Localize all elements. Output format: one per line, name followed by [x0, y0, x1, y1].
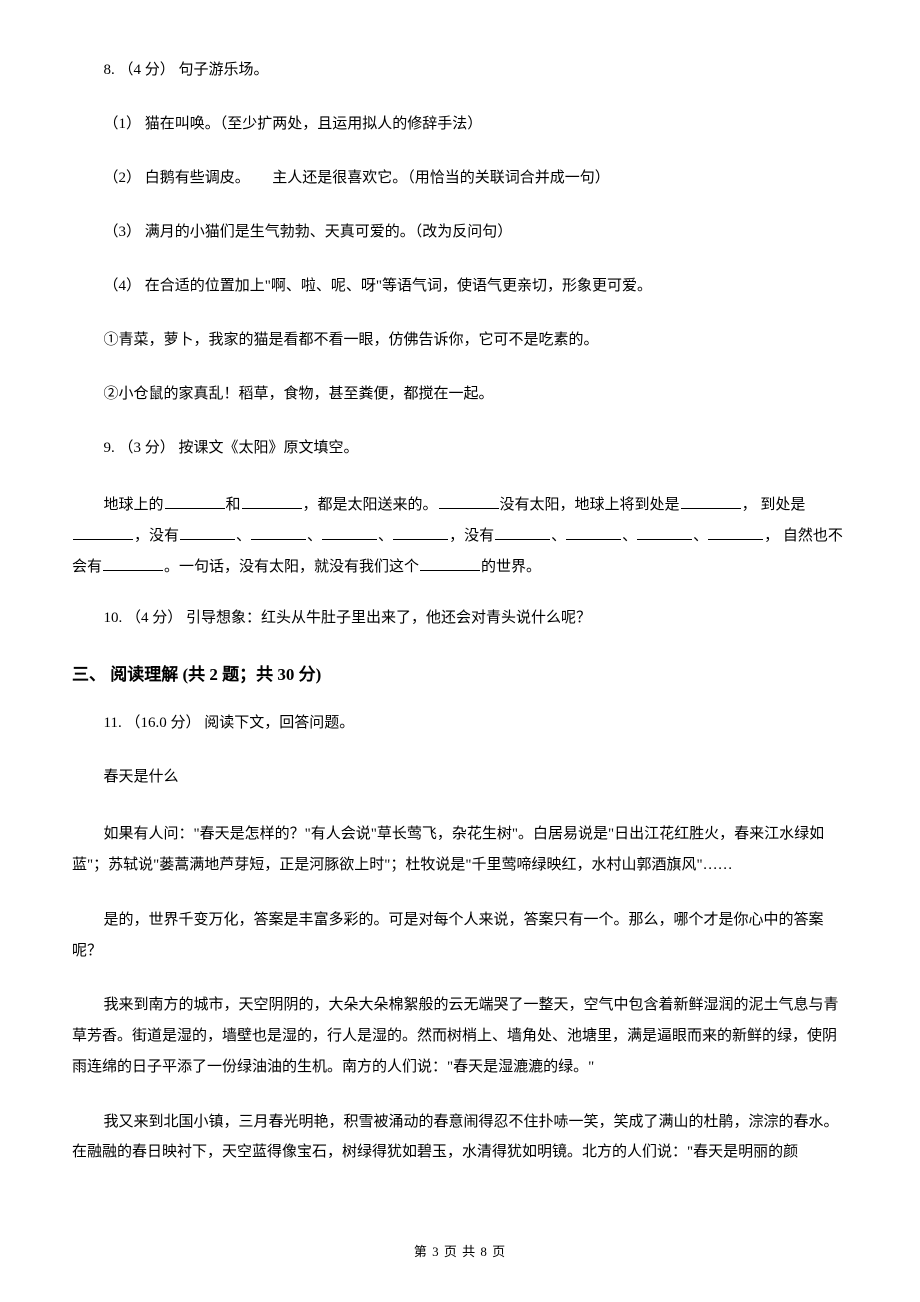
fill-blank — [322, 523, 377, 540]
section3-title: 三、 阅读理解 (共 2 题；共 30 分) — [72, 660, 848, 685]
q11-para3: 我来到南方的城市，天空阴阴的，大朵大朵棉絮般的云无端哭了一整天，空气中包含着新鲜… — [72, 990, 848, 1082]
q9-seg2: 和 — [226, 497, 241, 513]
page-footer: 第 3 页 共 8 页 — [0, 1241, 920, 1260]
fill-blank — [420, 554, 480, 571]
q8-example1: ①青菜，萝卜，我家的猫是看都不看一眼，仿佛告诉你，它可不是吃素的。 — [72, 328, 848, 352]
q9-seg10: 的世界。 — [481, 559, 541, 575]
q9-seg4: 没有太阳，地球上将到处是 — [500, 497, 680, 513]
sep: 、 — [307, 528, 321, 544]
sep: 、 — [551, 528, 565, 544]
q8-number: 8. （4 分） 句子游乐场。 — [72, 58, 848, 82]
q11-para4: 我又来到北国小镇，三月春光明艳，积雪被涌动的春意闹得忍不住扑哧一笑，笑成了满山的… — [72, 1107, 848, 1169]
sep: 、 — [378, 528, 392, 544]
q11-para1: 如果有人问："春天是怎样的？"有人会说"草长莺飞，杂花生树"。白居易说是"日出江… — [72, 819, 848, 881]
q8-example2: ②小仓鼠的家真乱！稻草，食物，甚至粪便，都搅在一起。 — [72, 382, 848, 406]
q10-number: 10. （4 分） 引导想象：红头从牛肚子里出来了，他还会对青头说什么呢？ — [72, 606, 848, 630]
q8-sub3: （3） 满月的小猫们是生气勃勃、天真可爱的。（改为反问句） — [72, 220, 848, 244]
q9-seg7: ，没有 — [449, 528, 494, 544]
fill-blank — [566, 523, 621, 540]
fill-blank — [251, 523, 306, 540]
fill-blank — [165, 493, 225, 510]
q8-sub1: （1） 猫在叫唤。（至少扩两处，且运用拟人的修辞手法） — [72, 112, 848, 136]
fill-blank — [495, 523, 550, 540]
fill-blank — [708, 523, 763, 540]
q11-para2: 是的，世界千变万化，答案是丰富多彩的。可是对每个人来说，答案只有一个。那么，哪个… — [72, 905, 848, 967]
q9-seg5: ， 到处是 — [742, 497, 806, 513]
q8-sub2: （2） 白鹅有些调皮。 主人还是很喜欢它。（用恰当的关联词合并成一句） — [72, 166, 848, 190]
q11-title: 春天是什么 — [72, 765, 848, 789]
q9-fill-blank: 地球上的 和 ，都是太阳送来的。 没有太阳，地球上将到处是 ， 到处是 ，没有 、 、 、 ，没有… — [72, 490, 848, 582]
fill-blank — [242, 493, 302, 510]
fill-blank — [103, 554, 163, 571]
fill-blank — [681, 493, 741, 510]
fill-blank — [73, 523, 133, 540]
fill-blank — [637, 523, 692, 540]
q11-number: 11. （16.0 分） 阅读下文，回答问题。 — [72, 711, 848, 735]
sep: 、 — [622, 528, 636, 544]
q9-seg1: 地球上的 — [104, 497, 164, 513]
sep: 、 — [693, 528, 707, 544]
q9-seg3: ，都是太阳送来的。 — [303, 497, 438, 513]
fill-blank — [393, 523, 448, 540]
sep: 、 — [236, 528, 250, 544]
q8-sub4: （4） 在合适的位置加上"啊、啦、呢、呀"等语气词，使语气更亲切，形象更可爱。 — [72, 274, 848, 298]
q9-seg6: ，没有 — [134, 528, 179, 544]
q9-seg9: 。一句话，没有太阳，就没有我们这个 — [164, 559, 419, 575]
q9-number: 9. （3 分） 按课文《太阳》原文填空。 — [72, 436, 848, 460]
fill-blank — [439, 493, 499, 510]
fill-blank — [180, 523, 235, 540]
